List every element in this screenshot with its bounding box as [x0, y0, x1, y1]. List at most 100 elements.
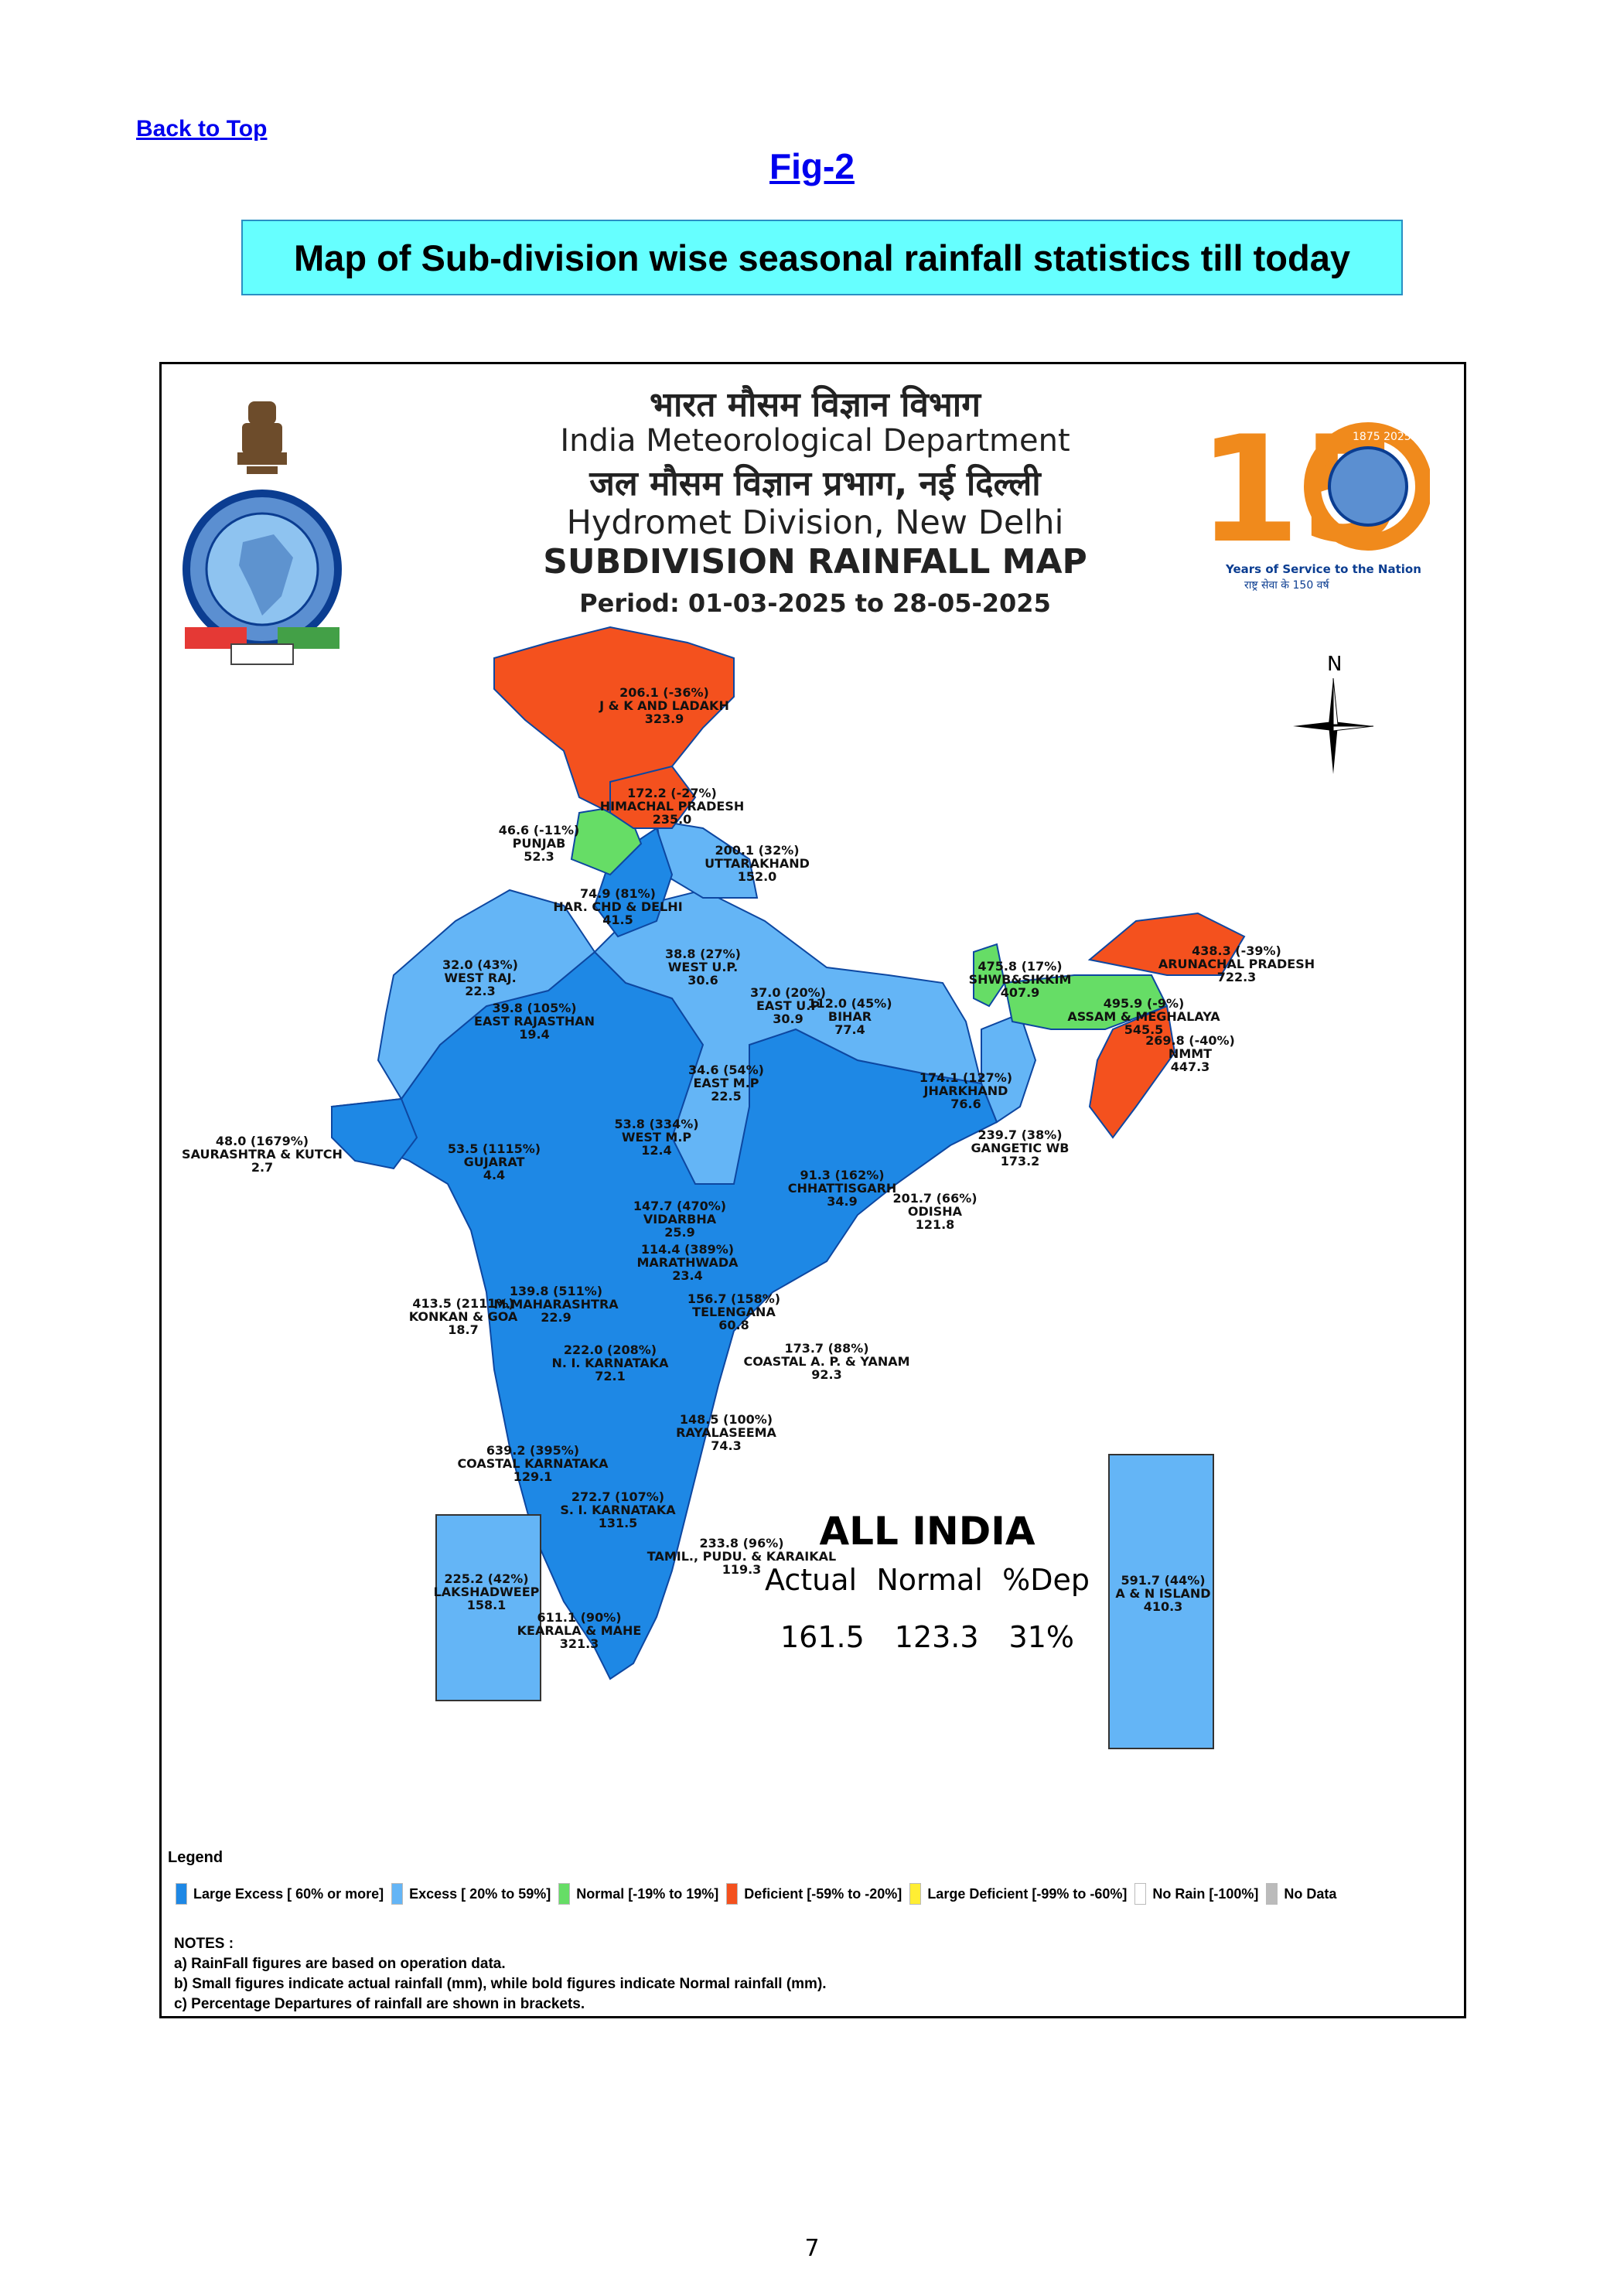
legend-swatch	[726, 1883, 739, 1905]
notes-title: NOTES :	[174, 1936, 234, 1952]
subdivision-label: 114.4 (389%) MARATHWADA 23.4	[636, 1242, 739, 1283]
header-actual: Actual	[765, 1563, 858, 1597]
org-name: India Meteorological Department	[560, 423, 1070, 459]
subdivision-label: 495.9 (-9%) ASSAM & MEGHALAYA 545.5	[1067, 996, 1220, 1037]
legend-label: Deficient [-59% to -20%]	[744, 1885, 902, 1902]
region-arunachal	[1087, 912, 1246, 976]
all-india-headers: Actual Normal %Dep	[765, 1563, 1090, 1597]
value-normal: 123.3	[894, 1620, 979, 1654]
subdivision-label: 156.7 (158%) TELENGANA 60.8	[687, 1291, 780, 1332]
subdivision-label: 147.7 (470%) VIDARBHA 25.9	[633, 1199, 726, 1240]
subdivision-label: 438.3 (-39%) ARUNACHAL PRADESH 722.3	[1158, 943, 1315, 984]
subdivision-label: 46.6 (-11%) PUNJAB 52.3	[499, 823, 580, 864]
notes: NOTES : a) RainFall figures are based on…	[174, 1934, 827, 2015]
subdivision-label: 34.6 (54%) EAST M.P 22.5	[688, 1063, 764, 1104]
legend-label: Normal [-19% to 19%]	[576, 1885, 719, 1902]
subdivision-label: 53.5 (1115%) GUJARAT 4.4	[448, 1141, 541, 1182]
legend-title: Legend	[168, 1849, 223, 1866]
subdivision-label: 611.1 (90%) KEARALA & MAHE 321.3	[517, 1610, 642, 1651]
legend-label: No Rain [-100%]	[1152, 1885, 1259, 1902]
subdivision-label: 222.0 (208%) N. I. KARNATAKA 72.1	[551, 1342, 669, 1383]
india-map: 206.1 (-36%) J & K AND LADAKH 323.9 172.2 (…	[182, 626, 1315, 1749]
all-india-summary: ALL INDIA Actual Normal %Dep 161.5 123.3…	[765, 1509, 1090, 1654]
subdivision-label: 39.8 (105%) EAST RAJASTHAN 19.4	[474, 1001, 595, 1042]
legend-label: Large Excess [ 60% or more]	[193, 1885, 384, 1902]
legend-item: No Data	[1258, 1883, 1336, 1905]
map-title: SUBDIVISION RAINFALL MAP	[543, 542, 1087, 582]
legend: Large Excess [ 60% or more] Excess [ 20% …	[168, 1883, 1336, 1905]
subdivision-label: 201.7 (66%) ODISHA 121.8	[892, 1191, 977, 1232]
subdivision-label: 53.8 (334%) WEST M.P 12.4	[614, 1117, 698, 1158]
header-dep: %Dep	[1002, 1563, 1090, 1597]
north-label: N	[1327, 653, 1342, 676]
subdivision-label: 172.2 (-27%) HIMACHAL PRADESH 235.0	[600, 786, 744, 827]
note-b: b) Small figures indicate actual rainfal…	[174, 1976, 827, 1992]
all-india-title: ALL INDIA	[819, 1509, 1035, 1554]
subdivision-label: 148.5 (100%) RAYALASEEMA 74.3	[676, 1412, 776, 1453]
region-west-raj	[377, 889, 596, 1100]
division-name: Hydromet Division, New Delhi	[566, 503, 1064, 542]
back-to-top-link[interactable]: Back to Top	[136, 116, 268, 142]
subdivision-rainfall-map: भारत मौसम विज्ञान विभाग India Meteorolog…	[159, 362, 1466, 2018]
value-dep: 31%	[1008, 1620, 1074, 1654]
value-actual: 161.5	[780, 1620, 865, 1654]
legend-item: Deficient [-59% to -20%]	[718, 1883, 902, 1905]
note-c: c) Percentage Departures of rainfall are…	[174, 1996, 585, 2012]
hindi-division-name: जल मौसम विज्ञान प्रभाग, नई दिल्ली	[589, 464, 1041, 503]
region-nmmt	[1088, 1005, 1176, 1139]
legend-swatch	[1266, 1883, 1278, 1905]
legend-item: No Rain [-100%]	[1127, 1883, 1258, 1905]
region-saurashtra	[331, 1097, 418, 1170]
region-shwb	[973, 943, 1006, 1008]
logo-years: 1875 2025	[1353, 431, 1411, 443]
subdivision-label: 206.1 (-36%) J & K AND LADAKH 323.9	[599, 685, 729, 726]
logo-hindi-tagline: राष्ट्र सेवा के 150 वर्ष	[1244, 578, 1330, 592]
inset-andaman	[1108, 1454, 1214, 1749]
subdivision-label: 174.1 (127%) JHARKHAND 76.6	[919, 1070, 1012, 1111]
subdivision-label: 91.3 (162%) CHHATTISGARH 34.9	[788, 1168, 897, 1209]
subdivision-label: 37.0 (20%) EAST U.P 30.9	[750, 985, 826, 1026]
logo-tagline: Years of Service to the Nation	[1225, 562, 1421, 576]
legend-label: No Data	[1284, 1885, 1337, 1902]
legend-swatch	[1134, 1883, 1147, 1905]
imd-emblem-icon	[183, 401, 342, 665]
all-india-values: 161.5 123.3 31%	[765, 1620, 1090, 1654]
subdivision-label: 639.2 (395%) COASTAL KARNATAKA 129.1	[457, 1443, 609, 1484]
subdivision-label: 269.8 (-40%) NMMT 447.3	[1145, 1033, 1235, 1074]
figure-title: Map of Sub-division wise seasonal rainfa…	[241, 220, 1403, 295]
subdivision-label: 48.0 (1679%) SAURASHTRA & KUTCH 2.7	[182, 1134, 343, 1175]
legend-item: Large Excess [ 60% or more]	[168, 1883, 384, 1905]
hindi-org-name: भारत मौसम विज्ञान विभाग	[650, 385, 981, 425]
page-number: 7	[804, 2235, 820, 2262]
subdivision-label: 475.8 (17%) SHWB&SIKKIM 407.9	[969, 959, 1072, 1000]
legend-label: Excess [ 20% to 59%]	[409, 1885, 551, 1902]
figure-label: Fig-2	[769, 146, 855, 186]
subdivision-label: 272.7 (107%) S. I. KARNATAKA 131.5	[560, 1489, 676, 1530]
subdivision-label: 38.8 (27%) WEST U.P. 30.6	[665, 947, 741, 988]
region-hp	[609, 765, 697, 829]
legend-swatch	[391, 1883, 404, 1905]
legend-swatch	[558, 1883, 571, 1905]
inset-lakshadweep	[435, 1514, 541, 1701]
subdivision-label: 591.7 (44%) A & N ISLAND 410.3	[1115, 1573, 1210, 1614]
150-years-logo: 15 1875 2025 Years of Service to the Nat…	[1198, 409, 1430, 592]
subdivision-label: 74.9 (81%) HAR. CHD & DELHI 41.5	[553, 886, 682, 927]
legend-swatch	[909, 1883, 922, 1905]
legend-item: Excess [ 20% to 59%]	[384, 1883, 551, 1905]
note-a: a) RainFall figures are based on operati…	[174, 1956, 506, 1972]
header-normal: Normal	[876, 1563, 983, 1597]
legend-item: Large Deficient [-99% to -60%]	[902, 1883, 1127, 1905]
legend-item: Normal [-19% to 19%]	[551, 1883, 718, 1905]
subdivision-label: 173.7 (88%) COASTAL A. P. & YANAM 92.3	[743, 1341, 909, 1382]
subdivision-label: 139.8 (511%) M.MAHARASHTRA 22.9	[493, 1284, 619, 1325]
region-assam	[1003, 974, 1169, 1030]
subdivision-label: 200.1 (32%) UTTARAKHAND 152.0	[705, 843, 810, 884]
region-up-mp	[593, 889, 983, 1185]
subdivision-label: 32.0 (43%) WEST RAJ. 22.3	[442, 957, 518, 998]
subdivision-label: 233.8 (96%) TAMIL., PUDU. & KARAIKAL 119.3	[647, 1536, 836, 1577]
subdivision-label: 413.5 (2111%) KONKAN & GOA 18.7	[409, 1296, 518, 1337]
period-label: Period: 01-03-2025 to 28-05-2025	[579, 588, 1051, 618]
legend-swatch	[176, 1883, 187, 1905]
subdivision-label: 225.2 (42%) LAKSHADWEEP 158.1	[434, 1571, 540, 1612]
legend-label: Large Deficient [-99% to -60%]	[927, 1885, 1128, 1902]
